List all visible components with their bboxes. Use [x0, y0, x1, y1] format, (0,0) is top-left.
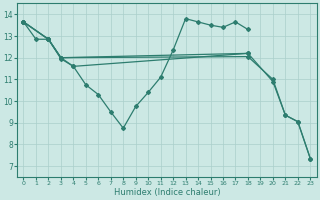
X-axis label: Humidex (Indice chaleur): Humidex (Indice chaleur)	[114, 188, 220, 197]
